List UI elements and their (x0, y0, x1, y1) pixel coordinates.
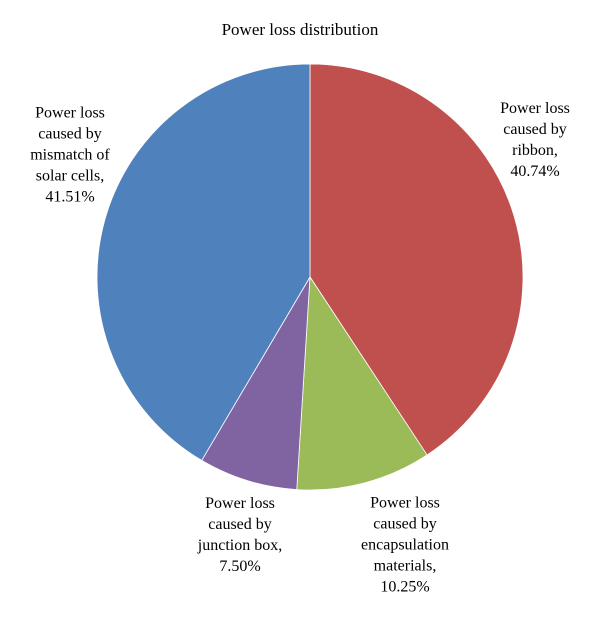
category-label: Power loss caused by ribbon, (500, 100, 570, 159)
value-label: 7.50% (219, 558, 261, 575)
slice-label: Power loss caused by mismatch of solar c… (15, 103, 125, 208)
slice-label: Power loss caused by ribbon, 40.74% (485, 98, 585, 182)
value-label: 40.74% (510, 163, 560, 180)
category-label: Power loss caused by encapsulation mater… (361, 494, 449, 575)
slice-label: Power loss caused by encapsulation mater… (350, 493, 460, 598)
chart-title: Power loss distribution (221, 20, 379, 39)
value-label: 41.51% (45, 188, 95, 206)
category-label: Power loss caused by mismatch of solar c… (30, 104, 110, 185)
value-label: 10.25% (380, 578, 430, 596)
category-label: Power loss caused by junction box, (197, 495, 283, 554)
pie-slice (296, 275, 428, 491)
slice-label: Power loss caused by junction box, 7.50% (188, 493, 293, 577)
pie-slice (201, 276, 311, 491)
pie-slice (96, 63, 311, 461)
